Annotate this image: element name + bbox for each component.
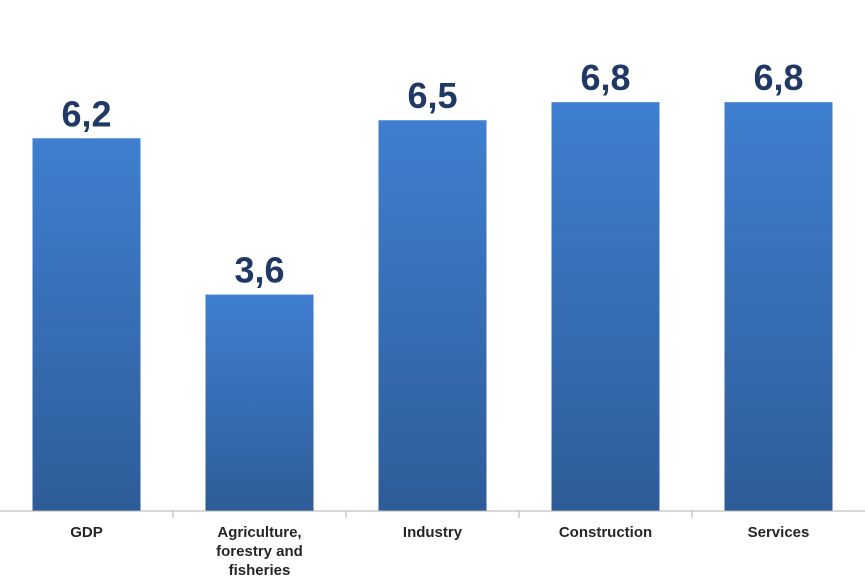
x-tick-label: GDP — [70, 524, 103, 541]
bar — [724, 102, 833, 511]
bar — [378, 120, 487, 511]
data-label: 6,5 — [407, 75, 457, 116]
bar — [551, 102, 660, 511]
x-tick-label-line: forestry and — [216, 543, 303, 560]
x-axis — [0, 510, 865, 518]
bar — [205, 294, 314, 511]
data-label: 6,2 — [61, 93, 111, 134]
x-tick-label-line: Services — [748, 524, 810, 541]
x-tick-label-line: Industry — [403, 524, 463, 541]
x-tick-label: Agriculture, forestry and fisheries — [216, 524, 303, 579]
data-label: 6,8 — [580, 57, 630, 98]
x-tick-label: Industry — [403, 524, 463, 541]
x-tick-label-line: Agriculture, — [217, 524, 301, 541]
bar — [32, 138, 141, 512]
x-tick-label-line: Construction — [559, 524, 652, 541]
x-tick-label-line: GDP — [70, 524, 103, 541]
x-tick-label: Construction — [559, 524, 652, 541]
data-label: 3,6 — [234, 250, 284, 291]
x-tick-label: Services — [748, 524, 810, 541]
data-label: 6,8 — [753, 57, 803, 98]
labels-layer: 6,2 GDP 3,6 Agriculture, forestry and fisheri… — [61, 57, 809, 579]
x-tick-label-line: fisheries — [229, 562, 291, 579]
bars-layer — [32, 102, 833, 512]
